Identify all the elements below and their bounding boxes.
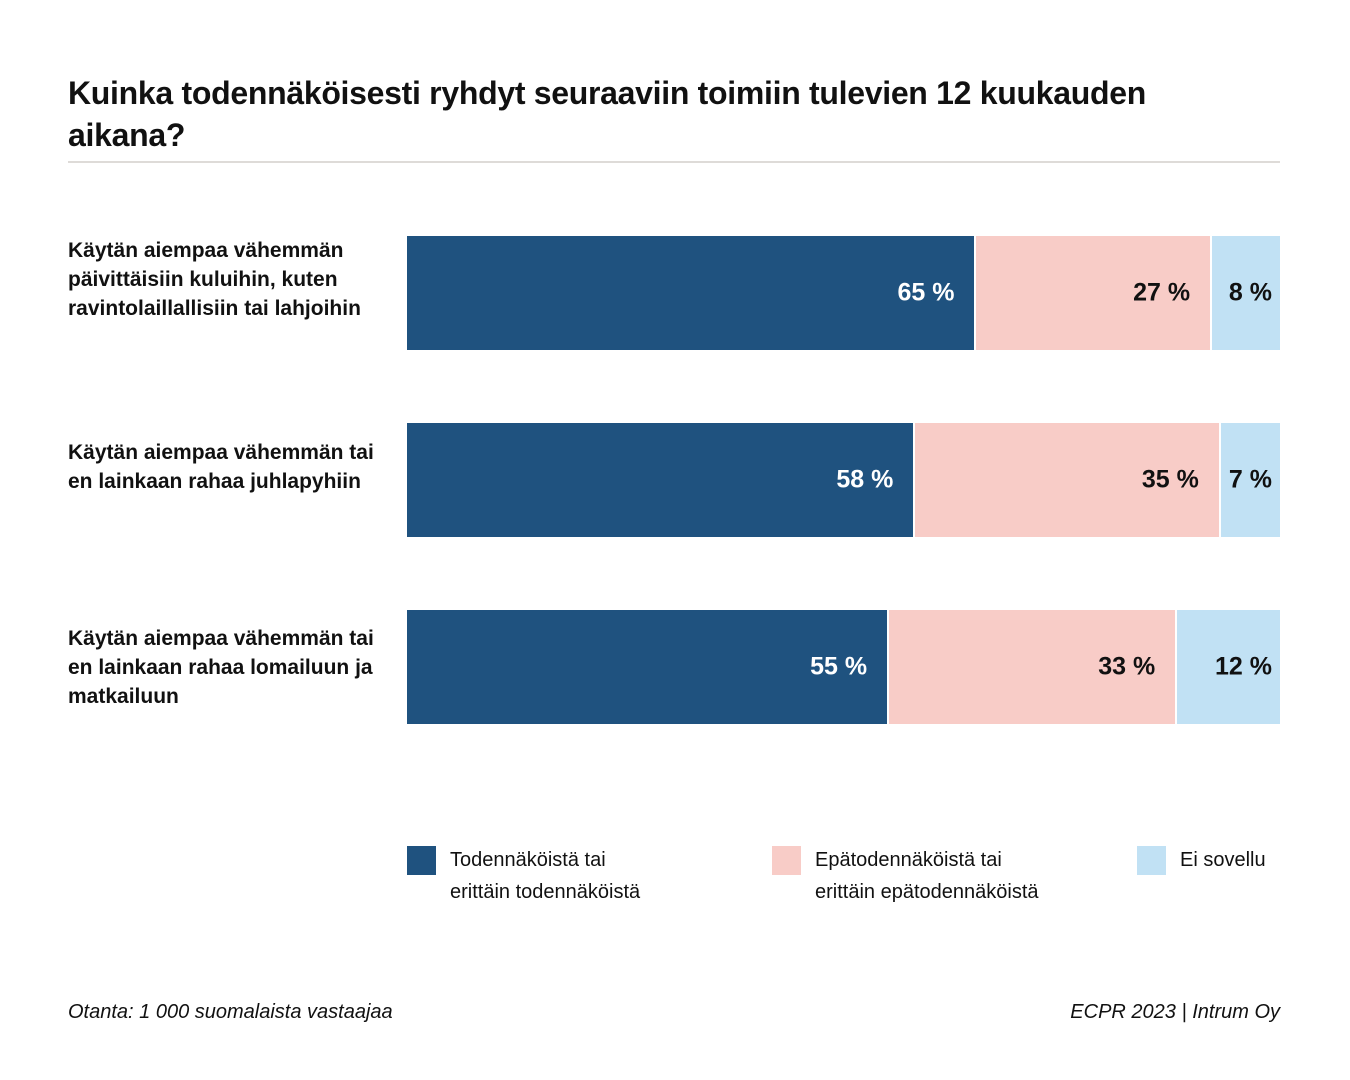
- legend-label-likely-line1: Todennäköistä tai: [450, 849, 606, 871]
- legend-swatch-unlikely: [772, 846, 801, 875]
- legend-label-not-applicable: Ei sovellu: [1180, 849, 1266, 871]
- data-label: 7 %: [1228, 465, 1272, 494]
- legend-item-likely: Todennäköistä tai erittäin todennäköistä: [407, 846, 640, 908]
- chart-title: Kuinka todennäköisesti ryhdyt seuraaviin…: [68, 75, 1146, 153]
- data-label: 58 %: [836, 465, 894, 494]
- stacked-bar: 58 % 35 % 7 %: [407, 423, 1280, 537]
- data-label: 27 %: [1133, 278, 1191, 307]
- legend-label-unlikely-line1: Epätodennäköistä tai: [815, 849, 1002, 871]
- legend-swatch-likely: [407, 846, 436, 875]
- sample-note: Otanta: 1 000 suomalaista vastaajaa: [68, 1001, 393, 1023]
- legend-label-likely-line2: erittäin todennäköistä: [450, 881, 641, 903]
- stacked-bar: 65 % 27 % 8 %: [407, 236, 1280, 350]
- data-label: 65 %: [897, 278, 955, 307]
- title-divider: [68, 161, 1280, 163]
- bar-segment: 33 %: [887, 610, 1176, 724]
- legend-item-not-applicable: Ei sovellu: [1137, 846, 1266, 876]
- data-label: 55 %: [810, 652, 868, 681]
- category-label: Käytän aiempaa vähemmän tai en lainkaan …: [68, 627, 374, 708]
- source-note: ECPR 2023 | Intrum Oy: [1070, 1001, 1280, 1023]
- data-label: 12 %: [1214, 652, 1272, 681]
- data-label: 33 %: [1098, 652, 1156, 681]
- bar-segment: 12 %: [1175, 610, 1280, 724]
- legend-label-unlikely-line2: erittäin epätodennäköistä: [815, 881, 1039, 903]
- legend-swatch-not-applicable: [1137, 846, 1166, 875]
- legend-item-unlikely: Epätodennäköistä tai erittäin epätodennä…: [772, 846, 1039, 908]
- stacked-bar: 55 % 33 % 12 %: [407, 610, 1280, 724]
- bar-segment: 35 %: [913, 423, 1219, 537]
- category-label: Käytän aiempaa vähemmän tai en lainkaan …: [68, 441, 374, 493]
- bar-segment: 8 %: [1210, 236, 1280, 350]
- bar-segment: 55 %: [407, 610, 888, 724]
- bar-segment: 65 %: [407, 236, 975, 350]
- bar-segment: 58 %: [407, 423, 914, 537]
- data-label: 8 %: [1228, 278, 1272, 307]
- data-label: 35 %: [1141, 465, 1199, 494]
- bar-segment: 27 %: [974, 236, 1211, 350]
- category-label: Käytän aiempaa vähemmän päivittäisiin ku…: [68, 239, 361, 320]
- bar-segment: 7 %: [1218, 423, 1280, 537]
